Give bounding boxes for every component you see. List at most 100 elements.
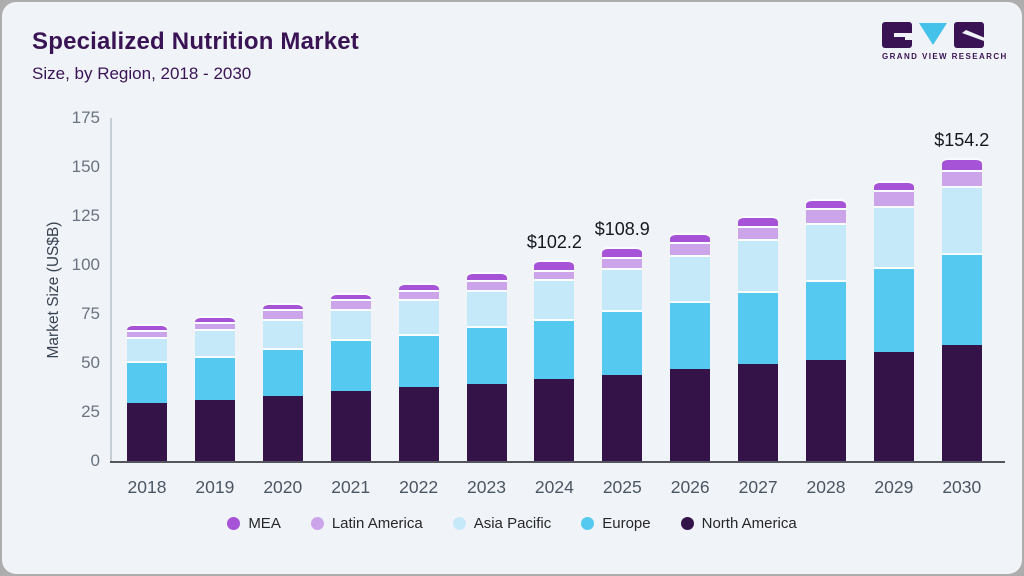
legend-dot-latin-america xyxy=(310,517,324,530)
bar-segment-europe-2028[interactable] xyxy=(806,280,846,360)
legend-dot-mea xyxy=(227,517,241,530)
bar-segment-latin-america-2021[interactable] xyxy=(330,299,371,310)
bar-segment-asia-pacific-2026[interactable] xyxy=(670,254,711,301)
bar-segment-mea-2023[interactable] xyxy=(466,271,507,281)
chart-legend: MEA Latin America Asia Pacific Europe North … xyxy=(2,515,1022,532)
bar-segment-europe-2020[interactable] xyxy=(262,347,303,396)
bar-segment-asia-pacific-2021[interactable] xyxy=(330,309,371,340)
bar-segment-mea-2029[interactable] xyxy=(873,181,914,191)
bar-segment-latin-america-2023[interactable] xyxy=(466,280,507,291)
legend-dot-asia-pacific xyxy=(452,517,466,530)
bar-segment-asia-pacific-2019[interactable] xyxy=(194,329,235,357)
bar-segment-asia-pacific-2023[interactable] xyxy=(466,290,507,327)
bar-segment-latin-america-2018[interactable] xyxy=(127,330,167,337)
legend-dot-europe xyxy=(581,517,595,530)
bar-segment-north-america-2021[interactable] xyxy=(330,391,371,461)
x-tick-label-2022: 2022 xyxy=(399,477,439,497)
bar-segment-north-america-2020[interactable] xyxy=(262,396,303,461)
bar-segment-asia-pacific-2030[interactable] xyxy=(941,186,982,254)
bar-segment-north-america-2029[interactable] xyxy=(873,351,914,461)
bar-segment-europe-2024[interactable] xyxy=(534,318,575,380)
bar-segment-latin-america-2028[interactable] xyxy=(806,207,846,224)
legend-label-north-america: North America xyxy=(701,515,797,532)
bar-segment-europe-2019[interactable] xyxy=(194,356,235,401)
bar-segment-asia-pacific-2024[interactable] xyxy=(534,279,575,319)
bar-segment-mea-2025[interactable] xyxy=(602,247,643,258)
y-axis-line xyxy=(110,118,112,462)
bar-segment-latin-america-2029[interactable] xyxy=(873,190,914,207)
bar-value-label-2024: $102.2 xyxy=(526,232,582,253)
gvr-logo-text: GRAND VIEW RESEARCH xyxy=(882,52,1008,61)
legend-item-north-america[interactable]: North America xyxy=(680,515,797,532)
x-tick-label-2018: 2018 xyxy=(127,477,167,497)
x-axis-line xyxy=(110,461,1005,463)
legend-item-latin-america[interactable]: Latin America xyxy=(310,515,423,532)
gvr-logo: GRAND VIEW RESEARCH xyxy=(882,22,1008,61)
bar-segment-latin-america-2026[interactable] xyxy=(670,242,711,255)
bar-segment-north-america-2027[interactable] xyxy=(738,364,779,461)
x-tick-label-2020: 2020 xyxy=(263,477,303,497)
bar-segment-north-america-2028[interactable] xyxy=(806,359,846,461)
y-tick-label-75: 75 xyxy=(81,303,100,323)
bar-segment-asia-pacific-2025[interactable] xyxy=(602,267,643,311)
bar-segment-asia-pacific-2028[interactable] xyxy=(806,223,846,281)
y-tick-label-25: 25 xyxy=(81,401,100,421)
bar-segment-asia-pacific-2018[interactable] xyxy=(127,336,167,361)
bar-segment-mea-2022[interactable] xyxy=(398,282,439,291)
x-tick-label-2025: 2025 xyxy=(602,477,642,497)
bar-segment-asia-pacific-2022[interactable] xyxy=(398,299,439,335)
bar-segment-europe-2023[interactable] xyxy=(466,326,507,384)
bar-segment-latin-america-2022[interactable] xyxy=(398,290,439,300)
bar-segment-latin-america-2027[interactable] xyxy=(738,225,779,239)
bar-segment-latin-america-2025[interactable] xyxy=(602,257,643,268)
page-title: Specialized Nutrition Market xyxy=(32,28,359,55)
bar-segment-mea-2020[interactable] xyxy=(262,302,303,310)
bar-segment-north-america-2025[interactable] xyxy=(602,375,643,461)
bar-segment-north-america-2023[interactable] xyxy=(466,383,507,461)
bar-segment-latin-america-2024[interactable] xyxy=(534,269,575,280)
legend-item-asia-pacific[interactable]: Asia Pacific xyxy=(452,515,552,532)
y-tick-label-50: 50 xyxy=(81,352,100,372)
bar-segment-mea-2018[interactable] xyxy=(127,323,167,331)
bar-segment-latin-america-2020[interactable] xyxy=(262,309,303,319)
bar-segment-north-america-2018[interactable] xyxy=(127,402,167,461)
bar-segment-europe-2029[interactable] xyxy=(873,266,914,352)
bar-segment-latin-america-2030[interactable] xyxy=(941,169,982,187)
legend-item-mea[interactable]: MEA xyxy=(227,515,281,532)
bar-segment-europe-2018[interactable] xyxy=(127,360,167,403)
bar-segment-europe-2026[interactable] xyxy=(670,300,711,370)
x-tick-label-2030: 2030 xyxy=(942,477,982,497)
bar-segment-europe-2022[interactable] xyxy=(398,334,439,388)
legend-label-latin-america: Latin America xyxy=(331,515,423,532)
x-tick-label-2027: 2027 xyxy=(738,477,778,497)
bar-value-label-2025: $108.9 xyxy=(594,219,650,240)
bar-segment-mea-2028[interactable] xyxy=(806,198,846,208)
page-subtitle: Size, by Region, 2018 - 2030 xyxy=(32,64,252,83)
bar-segment-mea-2026[interactable] xyxy=(670,232,711,243)
bar-segment-latin-america-2019[interactable] xyxy=(194,322,235,330)
bar-segment-north-america-2022[interactable] xyxy=(398,387,439,461)
bar-segment-europe-2027[interactable] xyxy=(738,291,779,365)
x-tick-label-2023: 2023 xyxy=(467,477,506,497)
bar-segment-mea-2024[interactable] xyxy=(534,260,575,270)
legend-item-europe[interactable]: Europe xyxy=(581,515,651,532)
bar-segment-north-america-2019[interactable] xyxy=(194,400,235,461)
bar-segment-europe-2030[interactable] xyxy=(941,253,982,345)
bar-segment-mea-2019[interactable] xyxy=(194,316,235,323)
bar-segment-asia-pacific-2029[interactable] xyxy=(873,206,914,267)
bar-segment-europe-2025[interactable] xyxy=(602,310,643,376)
y-tick-label-0: 0 xyxy=(90,451,100,470)
bar-segment-north-america-2024[interactable] xyxy=(534,379,575,461)
bar-segment-asia-pacific-2027[interactable] xyxy=(738,239,779,292)
bar-segment-europe-2021[interactable] xyxy=(330,339,371,392)
bar-segment-mea-2021[interactable] xyxy=(330,293,371,300)
bar-segment-north-america-2030[interactable] xyxy=(941,344,982,461)
bar-segment-asia-pacific-2020[interactable] xyxy=(262,318,303,348)
bar-segment-mea-2027[interactable] xyxy=(738,216,779,226)
legend-label-asia-pacific: Asia Pacific xyxy=(473,515,552,532)
x-tick-label-2029: 2029 xyxy=(874,477,914,497)
y-tick-label-100: 100 xyxy=(71,254,100,274)
bar-segment-mea-2030[interactable] xyxy=(941,158,982,170)
bar-segment-north-america-2026[interactable] xyxy=(670,369,711,461)
